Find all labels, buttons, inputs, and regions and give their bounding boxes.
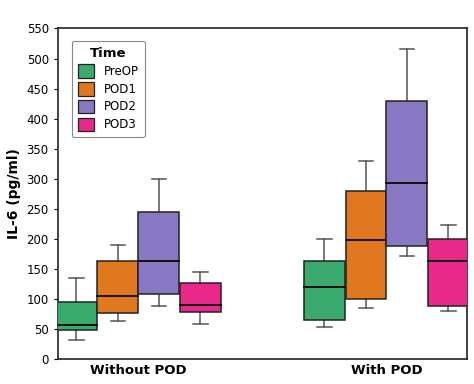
Bar: [386, 101, 428, 246]
Y-axis label: IL-6 (pg/ml): IL-6 (pg/ml): [7, 148, 21, 239]
Legend: PreOP, POD1, POD2, POD3: PreOP, POD1, POD2, POD3: [72, 41, 145, 137]
Bar: [180, 283, 221, 312]
Bar: [428, 239, 469, 306]
Bar: [304, 261, 345, 320]
Bar: [56, 302, 97, 330]
Bar: [346, 191, 386, 299]
Bar: [138, 212, 179, 294]
Bar: [98, 261, 138, 313]
